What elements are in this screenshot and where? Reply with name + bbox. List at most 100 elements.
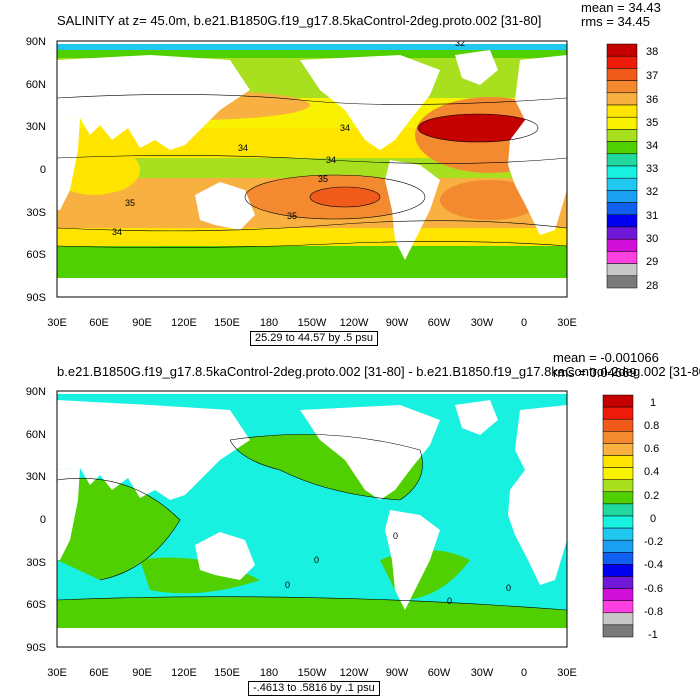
colorbar-swatch [606, 153, 638, 167]
panel2-rms: rms = 0.04669 [553, 365, 637, 380]
panel1-rms: rms = 34.45 [581, 14, 651, 29]
colorbar-swatch [602, 612, 634, 626]
colorbar-swatch [602, 503, 634, 517]
cb-label: 30 [646, 233, 659, 245]
lon-label: 120W [339, 317, 369, 329]
panel1-mean: mean = 34.43 [581, 0, 661, 15]
contour-label: 34 [112, 227, 122, 237]
colorbar-swatch [606, 129, 638, 142]
colorbar-swatch [606, 190, 638, 203]
colorbar-swatch [606, 104, 638, 118]
lat-label: 90N [25, 386, 46, 398]
lon-label: 90E [132, 317, 152, 329]
contour-label: 0 [393, 531, 398, 541]
colorbar-swatch [602, 624, 634, 638]
lon-label: 150W [297, 317, 327, 329]
panel2-frame [56, 390, 568, 648]
lat-label: 60N [25, 429, 46, 441]
lat-label: 90S [26, 292, 46, 304]
contour-label: 0 [447, 596, 452, 606]
lon-label: 120E [171, 317, 197, 329]
colorbar-swatch [602, 600, 634, 614]
lat-label: 60S [26, 249, 46, 261]
lat-label: 30S [26, 207, 46, 219]
colorbar-swatch [602, 527, 634, 541]
colorbar-swatch [606, 165, 638, 179]
lon-label: 180 [259, 667, 279, 679]
cb-label: -0.2 [644, 536, 663, 548]
lat-label: 0 [39, 514, 46, 526]
colorbar-swatch [602, 406, 634, 420]
cb-label: -1 [648, 629, 658, 641]
cb-label: -0.8 [644, 606, 663, 618]
cb-label: 35 [646, 117, 659, 129]
colorbar-swatch [606, 251, 638, 264]
contour-label: 0 [314, 555, 319, 565]
cb-label: 34 [646, 140, 659, 152]
colorbar-swatch [602, 467, 634, 480]
colorbar-swatch [602, 515, 634, 529]
cb-label: 0.4 [644, 466, 660, 478]
contour-label: 34 [238, 143, 248, 153]
colorbar-swatch [606, 202, 638, 216]
cb-label: 28 [646, 280, 659, 292]
lon-label: 30E [47, 667, 67, 679]
cb-label: -0.4 [644, 559, 663, 571]
lon-label: 30E [557, 317, 577, 329]
colorbar-swatch [602, 552, 634, 565]
cb-label: 33 [646, 163, 659, 175]
lon-label: 60W [427, 667, 451, 679]
colorbar-swatch [606, 226, 638, 240]
colorbar-swatch [606, 43, 638, 57]
lon-label: 150E [214, 317, 240, 329]
colorbar-swatch [606, 214, 638, 228]
contour-label: 0 [285, 580, 290, 590]
colorbar-swatch [602, 491, 634, 505]
lon-label: 60E [89, 317, 109, 329]
panel1-info-box: 25.29 to 44.57 by .5 psu [250, 331, 379, 346]
cb-label: 0.2 [644, 490, 660, 502]
cb-label: 0.8 [644, 420, 660, 432]
lat-label: 90N [25, 36, 46, 48]
lat-label: 30N [25, 471, 46, 483]
panel2-mean: mean = -0.001066 [553, 350, 659, 365]
lon-label: 90W [385, 317, 409, 329]
panel2-info-box: -.4613 to .5816 by .1 psu [248, 681, 380, 696]
panel2-colorbar [602, 394, 634, 638]
lon-label: 120W [339, 667, 369, 679]
colorbar-swatch [606, 275, 638, 289]
lon-label: 30E [557, 667, 577, 679]
cb-label: 29 [646, 256, 659, 268]
colorbar-swatch [602, 455, 634, 468]
colorbar-swatch [602, 576, 634, 589]
cb-label: 36 [646, 94, 659, 106]
contour-label: 35 [125, 198, 135, 208]
cb-label: 38 [646, 46, 659, 58]
contour-label: 34 [326, 155, 336, 165]
contour-label: 35 [287, 211, 297, 221]
colorbar-swatch [606, 116, 638, 130]
contour-label: 34 [340, 123, 350, 133]
colorbar-swatch [606, 238, 638, 252]
lat-label: 60S [26, 599, 46, 611]
contour-label: 35 [318, 174, 328, 184]
lat-label: 30S [26, 557, 46, 569]
colorbar-swatch [602, 418, 634, 432]
colorbar-swatch [606, 68, 638, 81]
lon-label: 150W [297, 667, 327, 679]
cb-label: 37 [646, 70, 659, 82]
panel2-title: b.e21.B1850G.f19_g17.8.5kaControl-2deg.p… [57, 364, 700, 379]
lat-label: 30N [25, 121, 46, 133]
lon-label: 180 [259, 317, 279, 329]
panel1-colorbar [606, 43, 638, 289]
colorbar-swatch [602, 443, 634, 456]
colorbar-swatch [602, 394, 634, 408]
lon-label: 30E [47, 317, 67, 329]
cb-label: 1 [650, 397, 657, 409]
lat-label: 60N [25, 79, 46, 91]
cb-label: 0 [650, 513, 657, 525]
colorbar-swatch [602, 479, 634, 493]
panel2-map: 0 0 0 0 0 [57, 391, 567, 647]
cb-label: -0.6 [644, 583, 663, 595]
